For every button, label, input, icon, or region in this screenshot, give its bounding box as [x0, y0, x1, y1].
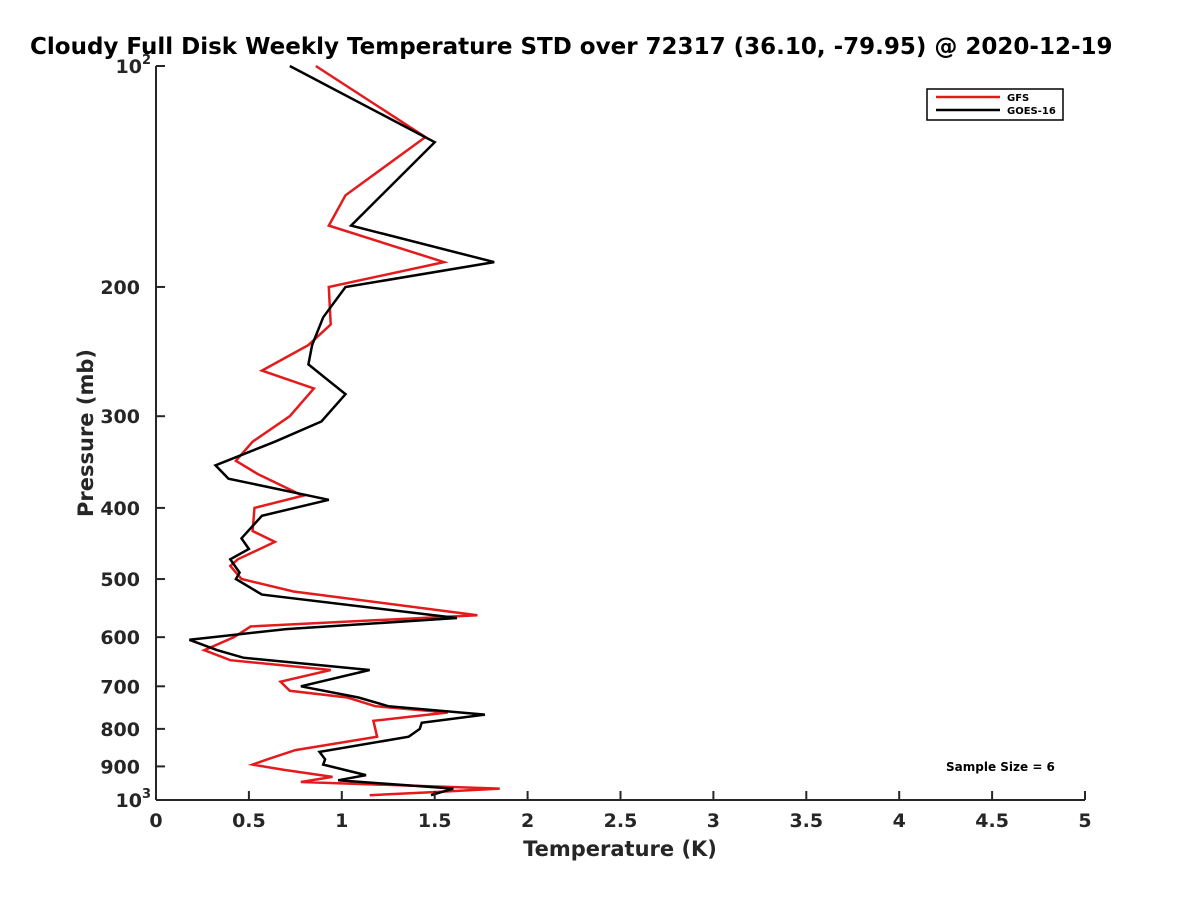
x-tick-label: 1.5 — [418, 810, 452, 832]
sample-size-annotation: Sample Size = 6 — [946, 760, 1055, 774]
y-tick-label: 700 — [100, 676, 140, 698]
series-line-gfs — [201, 64, 500, 797]
plot-series-group — [188, 64, 500, 797]
y-tick-label: 800 — [100, 719, 140, 741]
x-tick-label: 0.5 — [232, 810, 266, 832]
x-ticks-group: 0 0.5 1 1.5 2 2.5 3 3.5 4 4.5 5 — [149, 791, 1092, 832]
y-tick-label: 102 — [116, 53, 152, 78]
y-tick-label: 103 — [116, 787, 152, 812]
x-tick-label: 3.5 — [789, 810, 823, 832]
chart-title: Cloudy Full Disk Weekly Temperature STD … — [30, 34, 1113, 60]
y-tick-label: 600 — [100, 627, 140, 649]
legend: GFS GOES-16 — [926, 88, 1064, 121]
legend-label-goes16: GOES-16 — [1007, 106, 1056, 117]
legend-box — [926, 88, 1064, 121]
y-tick-label: 500 — [100, 569, 140, 591]
y-tick-label: 900 — [100, 756, 140, 778]
x-tick-label: 1 — [335, 810, 348, 832]
y-tick-label: 200 — [100, 277, 140, 299]
x-tick-label: 2.5 — [604, 810, 638, 832]
y-tick-label: 300 — [100, 406, 140, 428]
legend-label-gfs: GFS — [1007, 93, 1029, 104]
x-tick-label: 2 — [521, 810, 534, 832]
x-tick-label: 0 — [149, 810, 162, 832]
series-line-goes16 — [188, 64, 495, 797]
x-tick-label: 3 — [707, 810, 720, 832]
y-axis-label: Pressure (mb) — [74, 349, 98, 517]
y-tick-label: 400 — [100, 498, 140, 520]
x-tick-label: 4.5 — [975, 810, 1009, 832]
y-ticks-group: 102 200 300 400 500 600 700 800 900 103 — [100, 53, 165, 812]
x-tick-label: 4 — [893, 810, 906, 832]
x-axis-label: Temperature (K) — [523, 837, 717, 861]
x-tick-label: 5 — [1078, 810, 1091, 832]
